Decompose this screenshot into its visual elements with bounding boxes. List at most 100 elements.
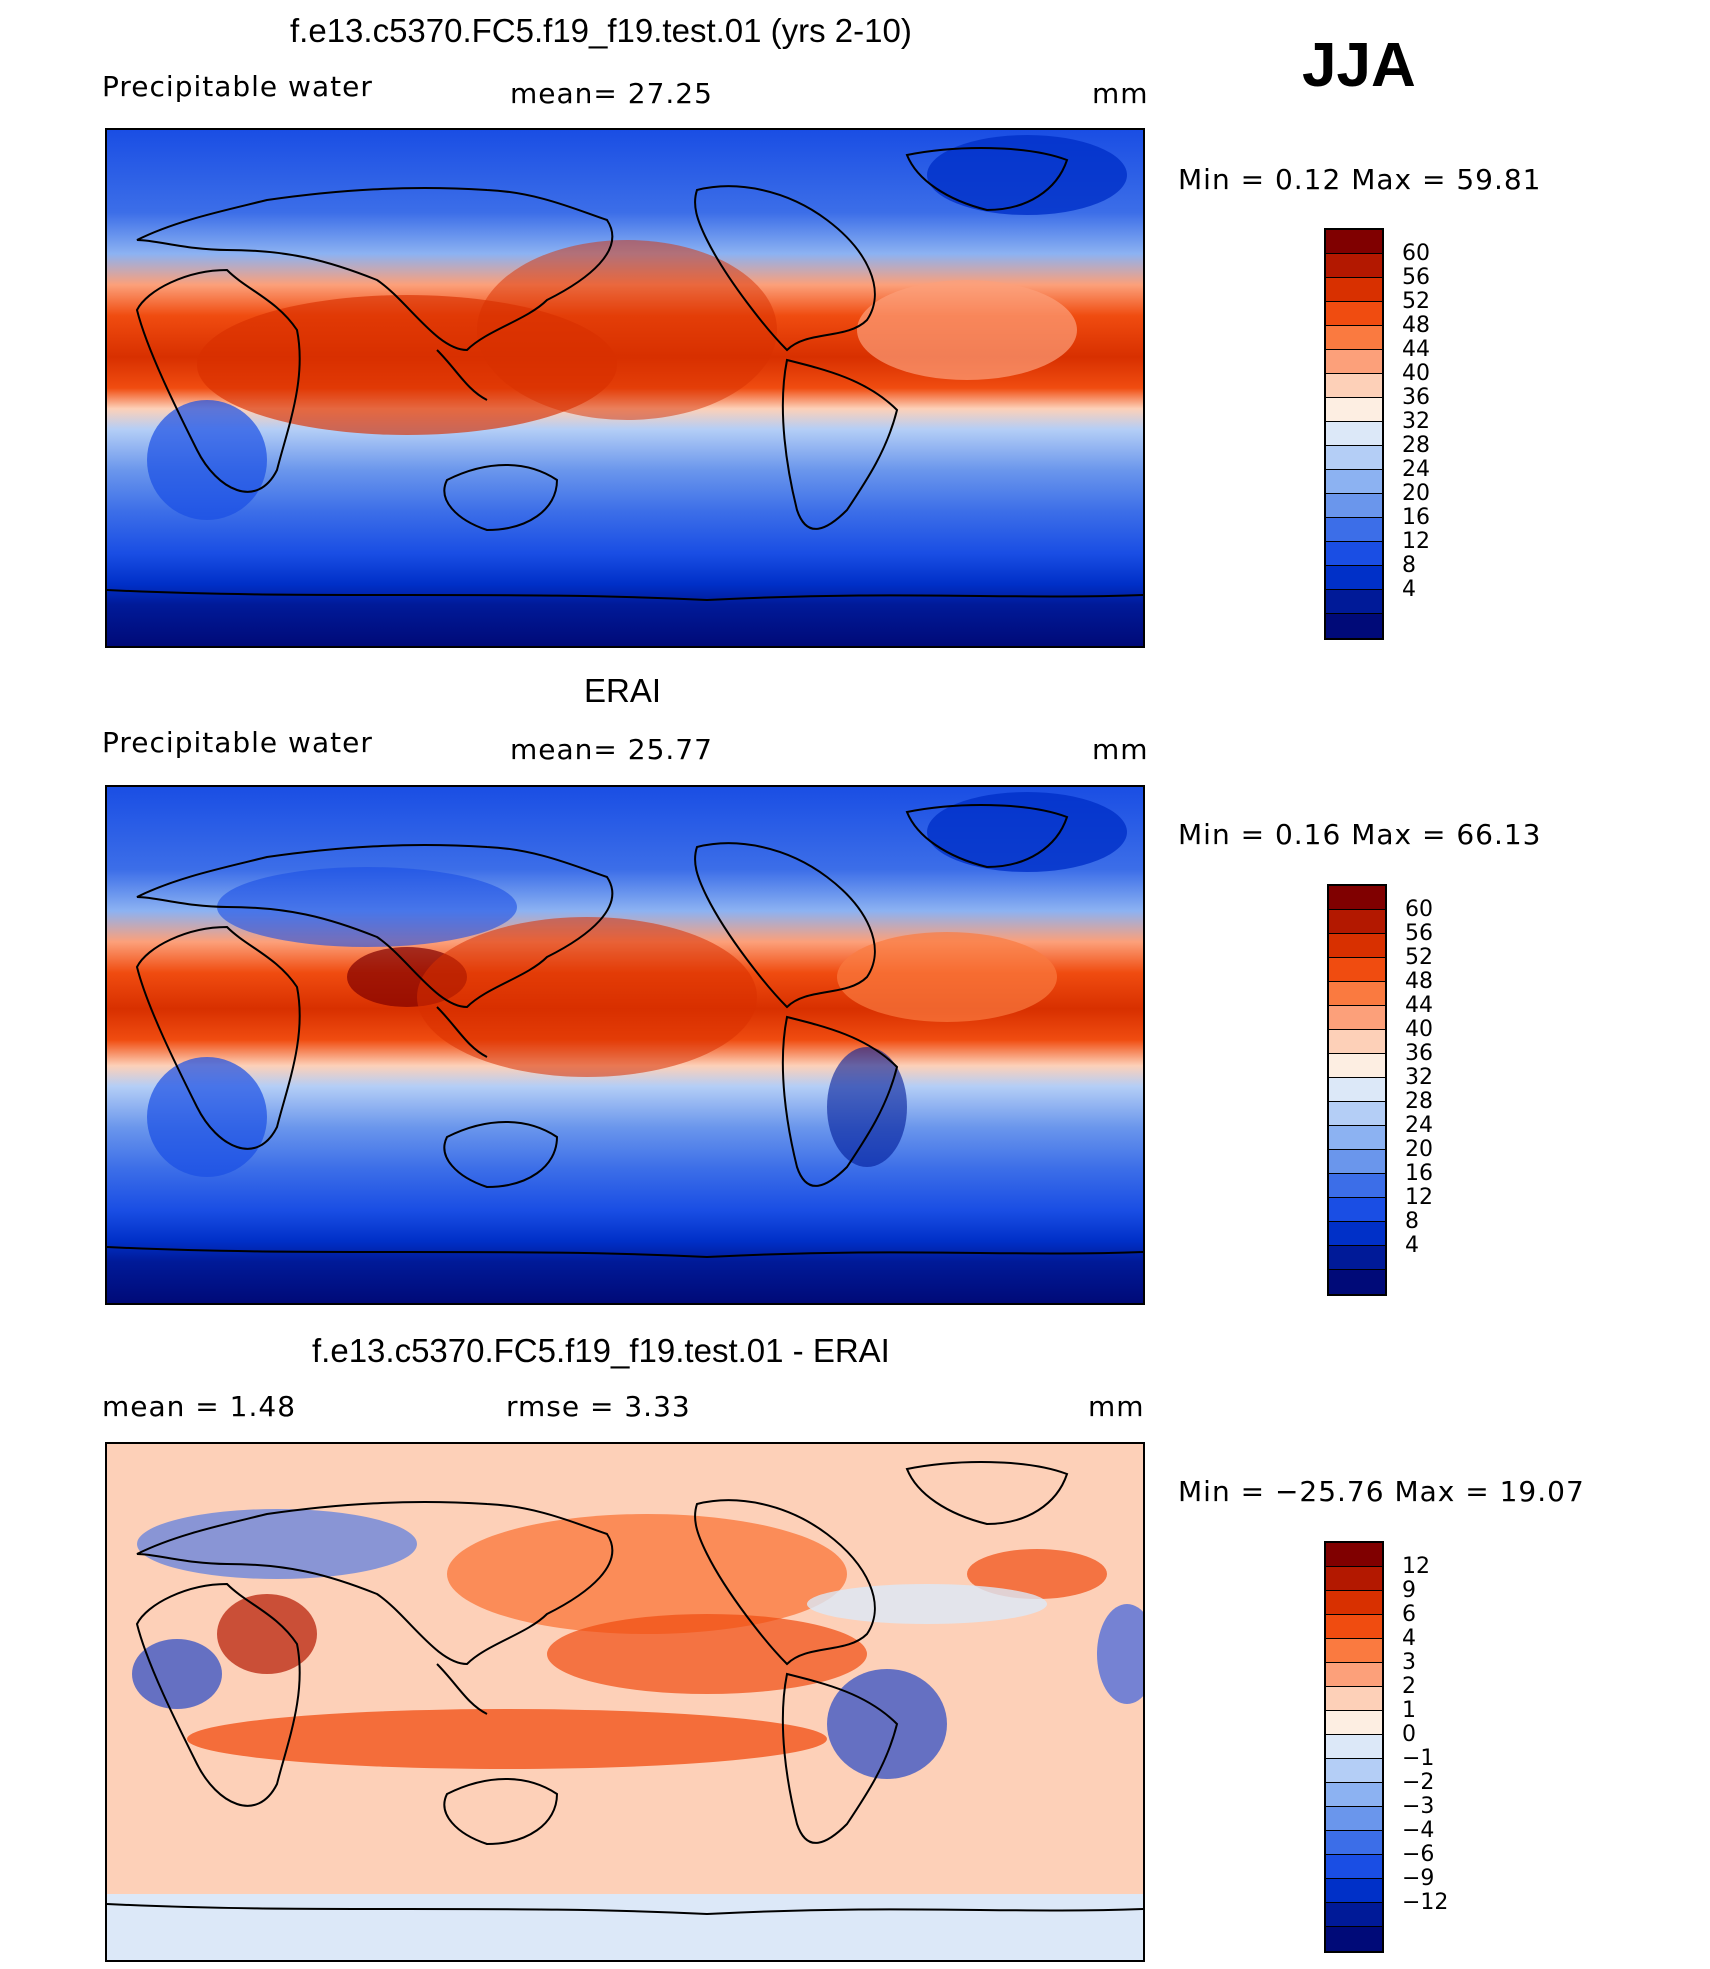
colorbar-level-label: 24 [1405, 1113, 1433, 1138]
colorbar-segment [1326, 1927, 1382, 1951]
colorbar-level-label: −6 [1402, 1842, 1435, 1867]
colorbar-level-label: 0 [1402, 1722, 1416, 1747]
colorbar [1327, 884, 1387, 1296]
colorbar-level-label: 20 [1405, 1137, 1433, 1162]
colorbar-segment [1326, 422, 1382, 446]
colorbar-segment [1329, 958, 1385, 982]
colorbar-segment [1326, 470, 1382, 494]
colorbar-segment [1326, 1567, 1382, 1591]
colorbar-level-label: −2 [1402, 1770, 1435, 1795]
map-difference [105, 1442, 1145, 1962]
colorbar-segment [1326, 1711, 1382, 1735]
colorbar-segment [1326, 374, 1382, 398]
colorbar-segment [1329, 1030, 1385, 1054]
colorbar-level-label: 48 [1405, 969, 1433, 994]
colorbar-segment [1326, 1639, 1382, 1663]
colorbar-segment [1326, 350, 1382, 374]
season-label: JJA [1302, 31, 1416, 100]
colorbar-level-label: 52 [1405, 945, 1433, 970]
colorbar-segment [1329, 886, 1385, 910]
colorbar-level-label: 1 [1402, 1698, 1416, 1723]
variable-label: Precipitable water [102, 726, 373, 759]
min-max-label: Min = −25.76 Max = 19.07 [1178, 1475, 1585, 1508]
colorbar-segment [1326, 614, 1382, 638]
colorbar-level-label: 9 [1402, 1578, 1416, 1603]
colorbar-level-label: 28 [1405, 1089, 1433, 1114]
colorbar-level-label: 36 [1405, 1041, 1433, 1066]
colorbar-segment [1326, 1783, 1382, 1807]
units-label: mm [1088, 1390, 1145, 1423]
colorbar-segment [1326, 1879, 1382, 1903]
mean-label: mean= 27.25 [510, 77, 713, 110]
colorbar-level-label: 24 [1402, 457, 1430, 482]
colorbar-segment [1329, 1246, 1385, 1270]
colorbar-level-label: 16 [1405, 1161, 1433, 1186]
colorbar-level-label: 12 [1402, 529, 1430, 554]
colorbar-level-label: 4 [1405, 1233, 1419, 1258]
rmse-label: rmse = 3.33 [506, 1390, 691, 1423]
panel-title: f.e13.c5370.FC5.f19_f19.test.01 (yrs 2-1… [290, 12, 912, 49]
colorbar [1324, 228, 1384, 640]
colorbar-segment [1326, 1543, 1382, 1567]
units-label: mm [1092, 77, 1149, 110]
colorbar-segment [1329, 1270, 1385, 1294]
colorbar-segment [1326, 566, 1382, 590]
colorbar-level-label: 60 [1405, 897, 1433, 922]
colorbar-segment [1326, 254, 1382, 278]
colorbar-segment [1326, 1807, 1382, 1831]
colorbar-level-label: 8 [1402, 553, 1416, 578]
colorbar-segment [1326, 1735, 1382, 1759]
colorbar-level-label: 12 [1405, 1185, 1433, 1210]
colorbar-segment [1329, 910, 1385, 934]
colorbar-level-label: 16 [1402, 505, 1430, 530]
colorbar-segment [1326, 278, 1382, 302]
min-max-label: Min = 0.12 Max = 59.81 [1178, 163, 1542, 196]
units-label: mm [1092, 733, 1149, 766]
colorbar-level-label: 32 [1405, 1065, 1433, 1090]
colorbar-level-label: 44 [1405, 993, 1433, 1018]
colorbar-level-label: 56 [1405, 921, 1433, 946]
colorbar-level-label: 60 [1402, 241, 1430, 266]
colorbar-level-label: 4 [1402, 577, 1416, 602]
colorbar-level-label: 52 [1402, 289, 1430, 314]
colorbar-segment [1326, 542, 1382, 566]
colorbar-segment [1326, 326, 1382, 350]
colorbar-level-label: 40 [1405, 1017, 1433, 1042]
colorbar-segment [1326, 590, 1382, 614]
colorbar-segment [1326, 494, 1382, 518]
colorbar-level-label: 2 [1402, 1674, 1416, 1699]
map-model-precipitable-water [105, 128, 1145, 648]
colorbar-segment [1329, 1054, 1385, 1078]
colorbar-segment [1326, 518, 1382, 542]
variable-label: Precipitable water [102, 70, 373, 103]
colorbar-segment [1326, 1855, 1382, 1879]
colorbar-level-label: 12 [1402, 1554, 1430, 1579]
colorbar-level-label: 20 [1402, 481, 1430, 506]
colorbar-segment [1326, 1663, 1382, 1687]
colorbar-segment [1329, 1198, 1385, 1222]
colorbar-segment [1326, 1687, 1382, 1711]
colorbar-level-label: −12 [1402, 1890, 1449, 1915]
colorbar-segment [1329, 1006, 1385, 1030]
colorbar-segment [1329, 1126, 1385, 1150]
colorbar-segment [1326, 446, 1382, 470]
colorbar-level-label: 3 [1402, 1650, 1416, 1675]
colorbar-level-label: 6 [1402, 1602, 1416, 1627]
colorbar-level-label: 32 [1402, 409, 1430, 434]
colorbar-segment [1326, 1615, 1382, 1639]
panel-title: f.e13.c5370.FC5.f19_f19.test.01 - ERAI [312, 1332, 890, 1369]
colorbar-segment [1326, 1591, 1382, 1615]
colorbar-level-label: 40 [1402, 361, 1430, 386]
colorbar-level-label: −3 [1402, 1794, 1435, 1819]
colorbar-segment [1326, 1759, 1382, 1783]
colorbar [1324, 1541, 1384, 1953]
map-obs-precipitable-water [105, 785, 1145, 1305]
colorbar-level-label: −4 [1402, 1818, 1435, 1843]
colorbar-segment [1329, 982, 1385, 1006]
colorbar-level-label: 28 [1402, 433, 1430, 458]
mean-label: mean= 25.77 [510, 733, 713, 766]
colorbar-segment [1329, 1078, 1385, 1102]
colorbar-level-label: −1 [1402, 1746, 1435, 1771]
min-max-label: Min = 0.16 Max = 66.13 [1178, 818, 1542, 851]
colorbar-level-label: 8 [1405, 1209, 1419, 1234]
